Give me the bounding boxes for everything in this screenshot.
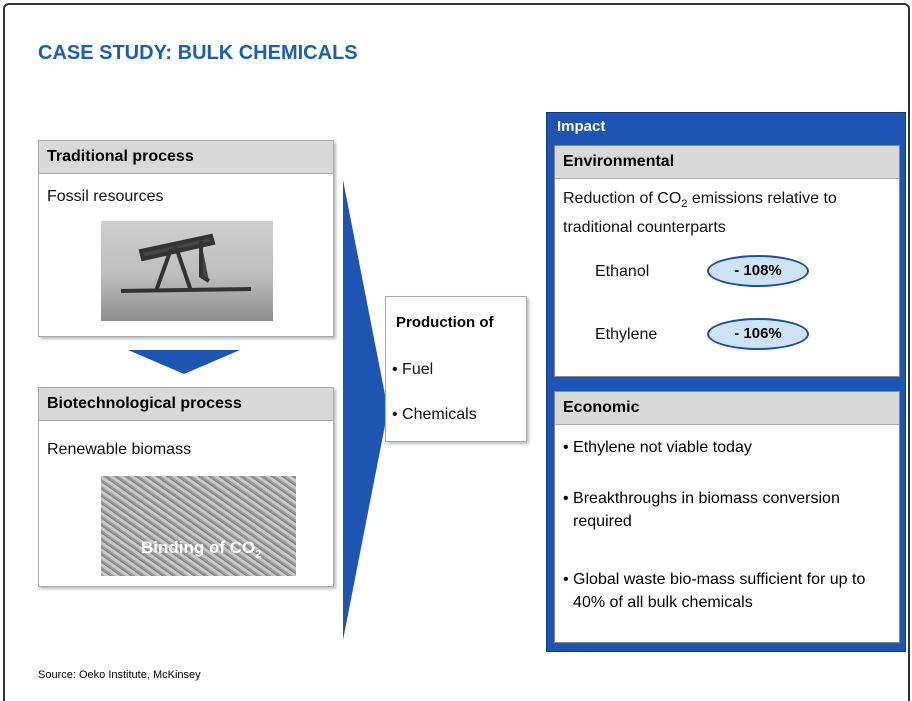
caption-subscript: 2 xyxy=(255,548,261,560)
box-text: Renewable biomass xyxy=(47,441,191,459)
env-text: Reduction of CO2 emissions relative to t… xyxy=(563,187,893,239)
economic-box: Economic • Ethylene not viable today • B… xyxy=(554,391,900,643)
value-pill: - 108% xyxy=(707,255,809,287)
box-header: Economic xyxy=(555,392,899,425)
biotech-box: Biotechnological process Renewable bioma… xyxy=(38,387,334,587)
biomass-image: Binding of CO2 xyxy=(101,476,296,576)
item-text: Global waste bio-mass sufficient for up … xyxy=(573,568,895,614)
production-box: Production of • Fuel • Chemicals xyxy=(385,296,527,442)
caption-text: Binding of CO xyxy=(141,538,255,557)
pump-drawing xyxy=(101,221,273,321)
bullet-item: • Ethylene not viable today xyxy=(563,436,893,459)
traditional-box: Traditional process Fossil resources xyxy=(38,140,334,337)
impact-header: Impact xyxy=(557,118,605,135)
title: CASE STUDY: BULK CHEMICALS xyxy=(38,42,358,65)
production-header: Production of xyxy=(396,314,494,331)
image-caption: Binding of CO2 xyxy=(141,538,261,560)
row-label: Ethanol xyxy=(595,263,649,281)
oil-pump-image xyxy=(101,221,273,321)
bullet-item: • Fuel xyxy=(392,361,433,379)
item-text: Ethylene not viable today xyxy=(573,436,752,459)
bullet-item: • Breakthroughs in biomass conversion re… xyxy=(563,487,863,533)
row-label: Ethylene xyxy=(595,326,657,344)
bullet-item: • Global waste bio-mass sufficient for u… xyxy=(563,568,895,614)
box-text: Fossil resources xyxy=(47,188,163,206)
text-part: Reduction of CO xyxy=(563,190,681,207)
value-pill: - 106% xyxy=(707,318,809,350)
slide: CASE STUDY: BULK CHEMICALS Traditional p… xyxy=(0,0,912,701)
bullet-item: • Chemicals xyxy=(392,406,477,424)
environmental-box: Environmental Reduction of CO2 emissions… xyxy=(554,145,900,377)
impact-panel: Impact Environmental Reduction of CO2 em… xyxy=(546,112,906,652)
item-text: Fuel xyxy=(402,361,433,378)
item-text: Breakthroughs in biomass conversion requ… xyxy=(573,487,863,533)
item-text: Chemicals xyxy=(402,406,477,423)
box-header: Environmental xyxy=(555,146,899,179)
box-header: Biotechnological process xyxy=(39,388,333,421)
down-arrow xyxy=(128,350,240,374)
right-arrow xyxy=(343,180,391,642)
box-header: Traditional process xyxy=(39,141,333,174)
source-note: Source: Oeko Institute, McKinsey xyxy=(38,669,201,681)
